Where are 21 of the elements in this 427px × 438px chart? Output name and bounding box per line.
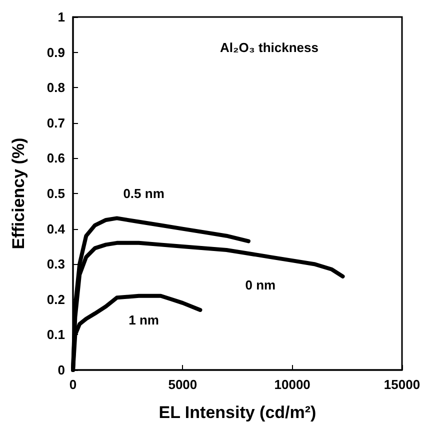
y-tick-label: 0.5 [46,186,65,201]
y-tick-label: 0.7 [46,115,65,130]
y-tick-label: 0.9 [46,44,65,60]
y-tick-label: 0.6 [46,150,65,166]
y-tick-label: 0.4 [46,221,66,236]
x-tick-label: 0 [69,377,77,392]
text: Al₂O₃ thickness [220,40,318,55]
x-axis-title: EL Intensity (cd/m²) [158,403,316,422]
series-label: 0 nm [245,278,276,293]
x-tick-label: 5000 [168,377,198,392]
y-tick-label: 0.1 [46,327,65,342]
y-tick-label: 1 [58,10,65,24]
series-label: 1 nm [128,312,159,328]
series-label: 0.5 nm [123,186,164,202]
y-tick-label: 0 [58,362,65,378]
y-tick-label: 0.8 [46,80,65,96]
y-axis-title: Efficiency (%) [9,138,28,250]
y-tick-label: 0.2 [46,292,65,307]
x-tick-label: 15000 [384,377,420,392]
x-tick-label: 10000 [274,377,310,392]
y-tick-label: 0.3 [46,256,65,272]
